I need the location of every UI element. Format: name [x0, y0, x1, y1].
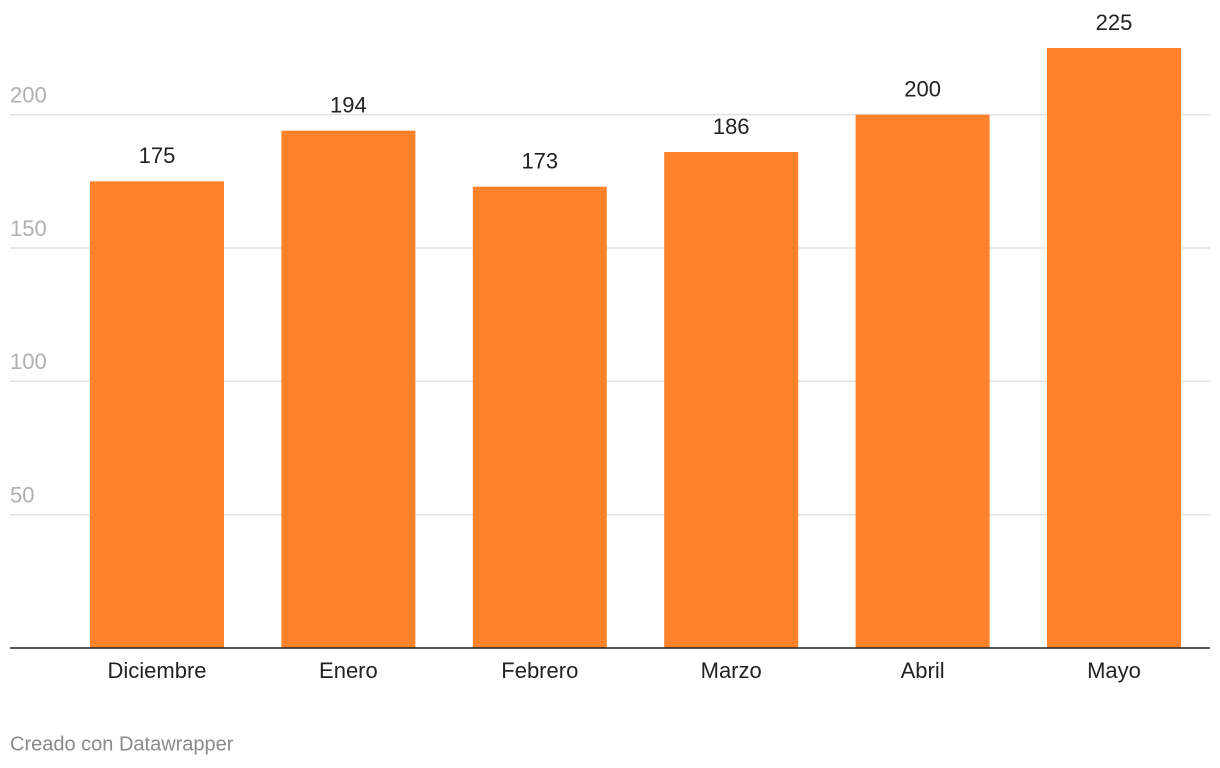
x-tick-label: Febrero: [501, 658, 578, 683]
x-tick-label: Enero: [319, 658, 378, 683]
x-tick-label: Diciembre: [107, 658, 206, 683]
x-tick-label: Marzo: [701, 658, 762, 683]
y-tick-label: 200: [10, 82, 47, 107]
value-label: 173: [521, 148, 558, 173]
bar: [90, 181, 224, 649]
y-tick-label: 150: [10, 216, 47, 241]
y-tick-label: 50: [10, 482, 34, 507]
bar: [1047, 48, 1181, 648]
credit: Creado con Datawrapper: [10, 733, 234, 755]
bar: [472, 186, 607, 648]
bar: [664, 152, 799, 648]
bar: [855, 114, 990, 648]
x-tick-label: Mayo: [1087, 658, 1141, 683]
y-tick-label: 100: [10, 349, 47, 374]
value-label: 186: [713, 114, 750, 139]
value-label: 175: [139, 143, 176, 168]
x-tick-label: Abril: [901, 658, 945, 683]
value-label: 225: [1096, 10, 1133, 35]
value-label: 194: [330, 92, 367, 117]
value-label: 200: [904, 76, 941, 101]
bar: [281, 130, 416, 648]
